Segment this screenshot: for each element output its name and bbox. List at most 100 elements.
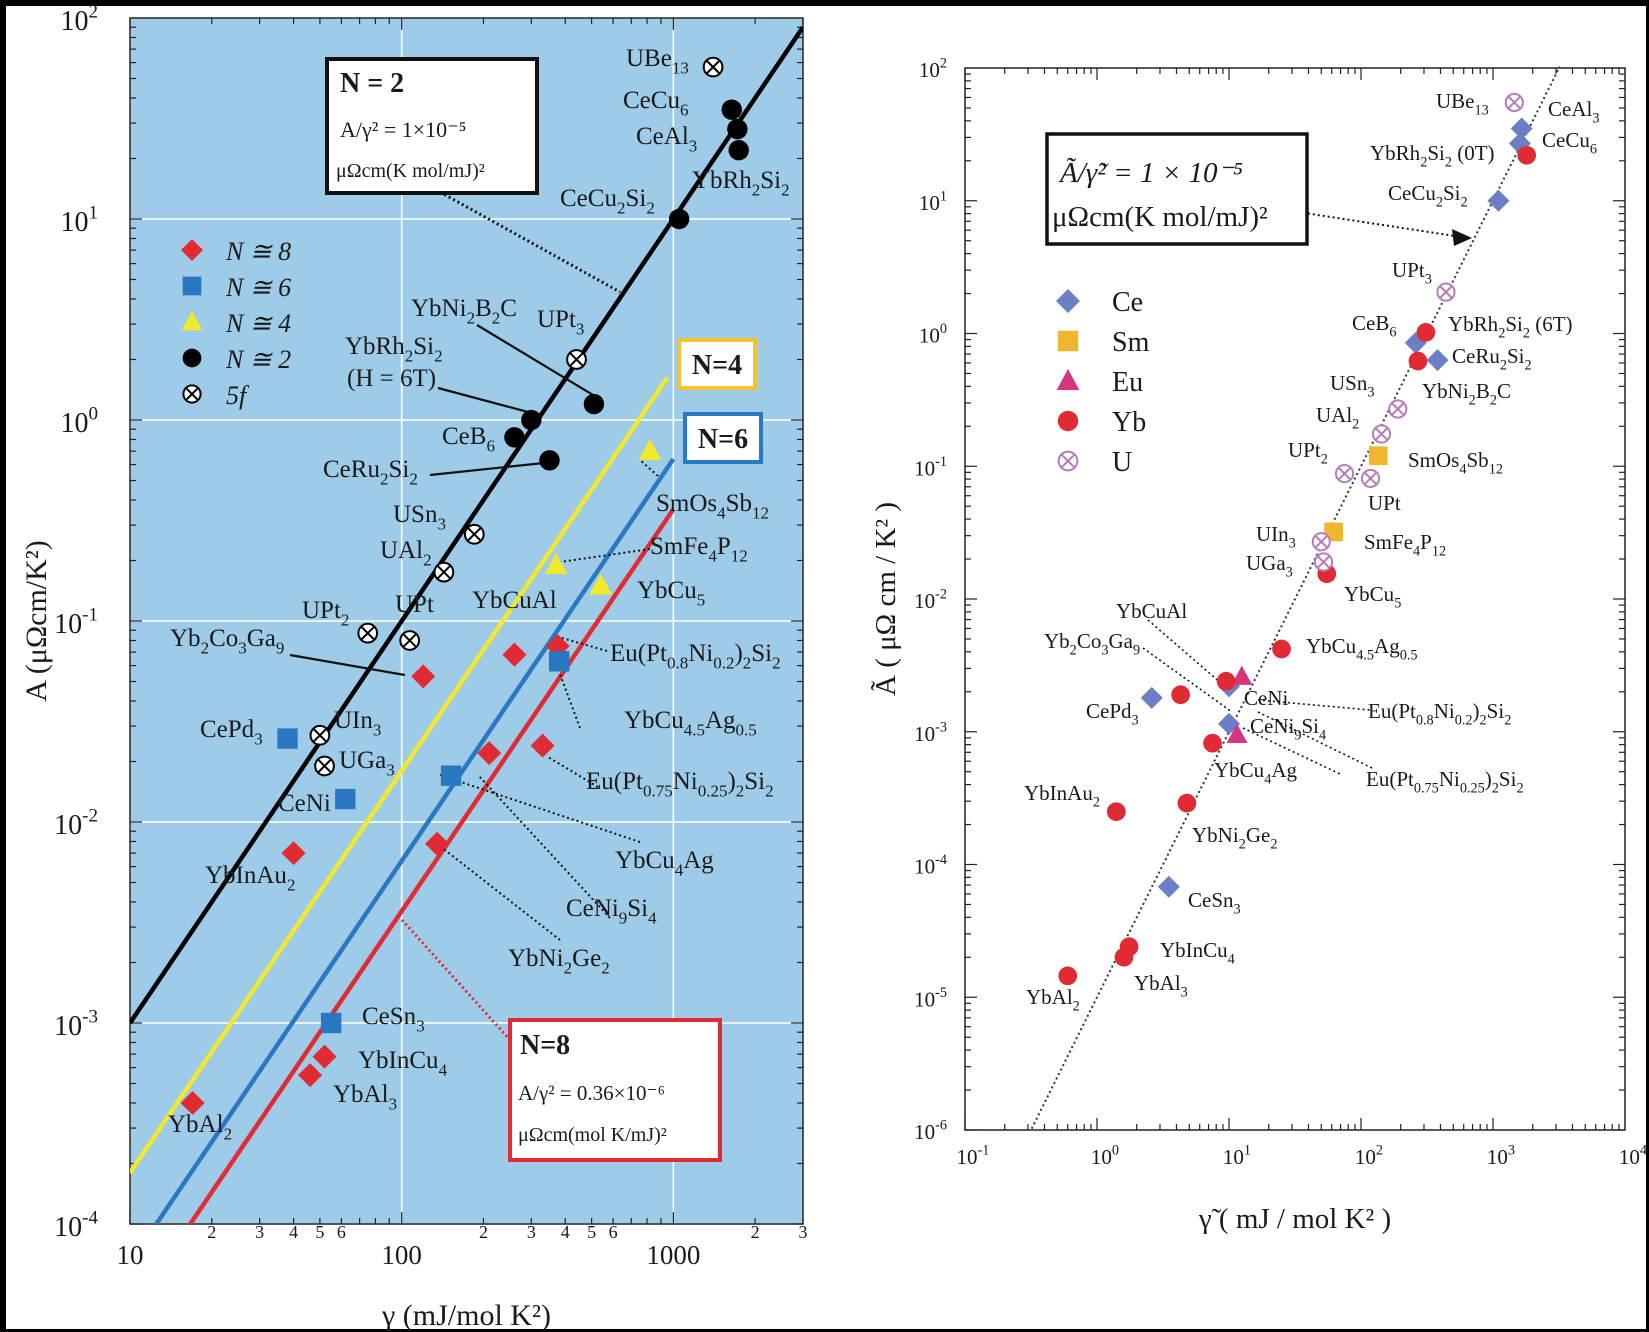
right-legend-marker-u [1057, 450, 1079, 472]
right-dotted-leader [1257, 699, 1371, 711]
label-ybal2: YbAl2 [168, 1111, 232, 1144]
left-x-tick-label: 100 [381, 1240, 422, 1270]
right-legend-label-sm: Sm [1112, 327, 1150, 358]
point-ceal3 [1510, 117, 1533, 140]
right-y-tick-label: 10-6 [914, 1118, 947, 1144]
arrow-leader [476, 324, 599, 399]
right-legend: Ce Sm Eu Yb U [1056, 287, 1150, 478]
point-ual2-cross-b [436, 564, 452, 580]
point-ual2 [1371, 424, 1392, 444]
label-eu-pt0-8ni0-2-2si2: Eu(Pt0.8Ni0.2)2Si2 [610, 640, 781, 673]
right-annotation-formula: Ã/γ̃² = 1 × 10⁻⁵ [1058, 157, 1243, 189]
point-uga3 [1313, 552, 1334, 572]
label-ceru2si2: CeRu2Si2 [1452, 344, 1532, 373]
label-ybcual: YbCuAl [1116, 599, 1187, 623]
point-ybincu4 [1119, 937, 1139, 957]
right-y-tick-label: 101 [919, 188, 947, 214]
point-uga3-cross-b [1316, 555, 1331, 569]
point-usn3-cross-b [1391, 402, 1405, 416]
right-legend-marker-eu [1056, 369, 1080, 390]
right-legend-label-u: U [1112, 447, 1132, 478]
right-x-tick-label: 103 [1487, 1143, 1515, 1169]
label-uin3: UIn3 [1256, 522, 1296, 551]
point-usn3 [463, 523, 485, 545]
point-ybinau2 [1106, 802, 1126, 822]
right-y-tick-label: 100 [919, 321, 947, 347]
n8-leader [400, 918, 512, 1042]
left-y-tick-label: 101 [60, 202, 98, 238]
left-x-minor-label: 6 [609, 1222, 618, 1242]
right-legend-label-yb: Yb [1112, 407, 1146, 438]
fit-line-n-6 [153, 457, 676, 1224]
point-ybcual [1216, 671, 1236, 691]
label-ube13: UBe13 [626, 45, 689, 78]
point-cesn3 [320, 1012, 342, 1034]
right-legend-marker-u-cross-b [1060, 453, 1076, 469]
label-cepd3: CePd3 [200, 716, 263, 749]
point-smos4sb12 [638, 439, 662, 461]
left-y-tick-label: 10-2 [54, 805, 98, 841]
label-ybal2: YbAl2 [1026, 985, 1080, 1014]
point-upt2-cross-b [360, 625, 376, 641]
point-ceb6 [504, 427, 525, 448]
left-ticks [129, 18, 804, 1225]
label-upt: UPt [1368, 491, 1401, 515]
n4-box [677, 338, 757, 390]
label-ybinau2: YbInAu2 [1024, 781, 1100, 810]
point-ceru2si2 [1426, 349, 1449, 372]
label-upt2: UPt2 [1288, 438, 1328, 467]
arrow-leader [289, 653, 406, 677]
label-ceni: CeNi [278, 790, 331, 817]
point-ybcu4-5ag0-5 [1272, 639, 1291, 659]
label-ceb6: CeB6 [442, 423, 495, 456]
right-y-tick-label: 10-2 [914, 587, 947, 613]
point-yb2co3ga9 [411, 664, 436, 689]
point-uin3 [1311, 532, 1331, 552]
label-ybni2b2c: YbNi2B2C [411, 295, 517, 328]
right-annotation-box [1045, 132, 1309, 246]
n6-box-title: N=6 [698, 424, 748, 455]
left-x-minor-label: 5 [315, 1222, 324, 1242]
point-ybcual [502, 642, 527, 667]
label-uin3: UIn3 [334, 707, 381, 740]
point-ybni2b2c [583, 393, 605, 415]
point-ybcu4-5ag0-5 [549, 651, 570, 672]
point-ybinau2 [281, 841, 306, 866]
label-ybal3: YbAl3 [333, 1081, 397, 1114]
label-cecu2si2: CeCu2Si2 [1388, 181, 1468, 210]
label-usn3: USn3 [393, 501, 446, 534]
n2-box-units: μΩcm(K mol/mJ)² [336, 160, 485, 182]
left-x-axis-title: γ (mJ/mol K²) [381, 1299, 551, 1332]
n4-box-title: N=4 [692, 350, 742, 381]
label-yb2co3ga9: Yb2Co3Ga9 [170, 625, 284, 658]
right-x-axis-title: γ̃ ( mJ / mol K² ) [1198, 1203, 1391, 1235]
right-dotted-leader [1257, 711, 1373, 769]
label-cesn3: CeSn3 [362, 1003, 425, 1036]
point-ybcu5 [589, 573, 613, 595]
left-y-tick-label: 10-1 [54, 604, 98, 640]
label-ceru2si2: CeRu2Si2 [323, 456, 418, 489]
label-usn3: USn3 [1330, 371, 1375, 400]
label-ual2: UAl2 [380, 537, 432, 570]
point-ybrh2si2-h-6t [521, 409, 542, 431]
label-smos4sb12: SmOs4Sb12 [656, 490, 769, 523]
right-x-tick-label: 104 [1619, 1143, 1647, 1169]
point-upt2 [1334, 464, 1355, 484]
left-leaders [289, 324, 599, 677]
point-cecu2si2 [1487, 189, 1510, 212]
point-uga3 [314, 755, 335, 777]
point-usn3 [1388, 399, 1408, 419]
n2-leader [439, 190, 621, 294]
label-ube13: UBe13 [1436, 89, 1489, 118]
label-ybni2ge2: YbNi2Ge2 [508, 945, 610, 978]
n2-box-title: N = 2 [340, 68, 404, 99]
label-upt3: UPt3 [537, 306, 584, 339]
right-legend-label-ce: Ce [1112, 287, 1143, 318]
label-ceal3: CeAl3 [1548, 97, 1599, 126]
label-ybincu4: YbInCu4 [358, 1047, 448, 1080]
left-x-minor-label: 5 [587, 1222, 596, 1242]
point-ual2 [433, 561, 455, 583]
